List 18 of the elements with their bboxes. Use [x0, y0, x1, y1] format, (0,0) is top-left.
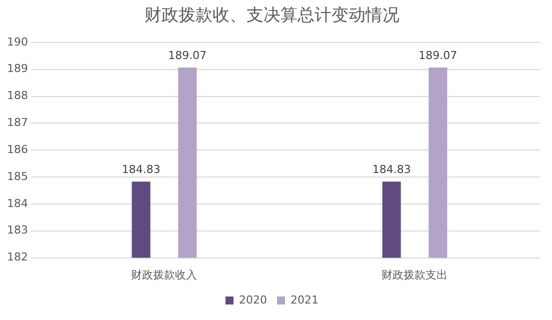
data-label: 189.07	[418, 48, 458, 62]
y-tick-label: 184	[6, 196, 28, 210]
y-tick-label: 188	[6, 89, 28, 102]
y-tick-label: 189	[6, 62, 28, 76]
y-tick-label: 182	[6, 250, 28, 264]
data-label: 184.83	[122, 162, 160, 176]
y-tick-label: 183	[6, 224, 28, 237]
x-tick-label: 财政拨款收入	[131, 268, 198, 282]
x-tick-label: 财政拨款支出	[382, 268, 448, 282]
y-tick-label: 190	[6, 35, 28, 48]
y-tick-label: 186	[6, 142, 28, 156]
data-label: 189.07	[168, 48, 207, 62]
chart-title: 财政拨款收、支决算总计变动情况	[144, 6, 400, 26]
y-tick-label: 185	[6, 170, 28, 183]
data-label: 184.83	[372, 162, 411, 176]
legend-label: 2020	[239, 293, 268, 306]
legend-label: 2021	[290, 293, 318, 306]
y-tick-label: 187	[6, 116, 28, 130]
